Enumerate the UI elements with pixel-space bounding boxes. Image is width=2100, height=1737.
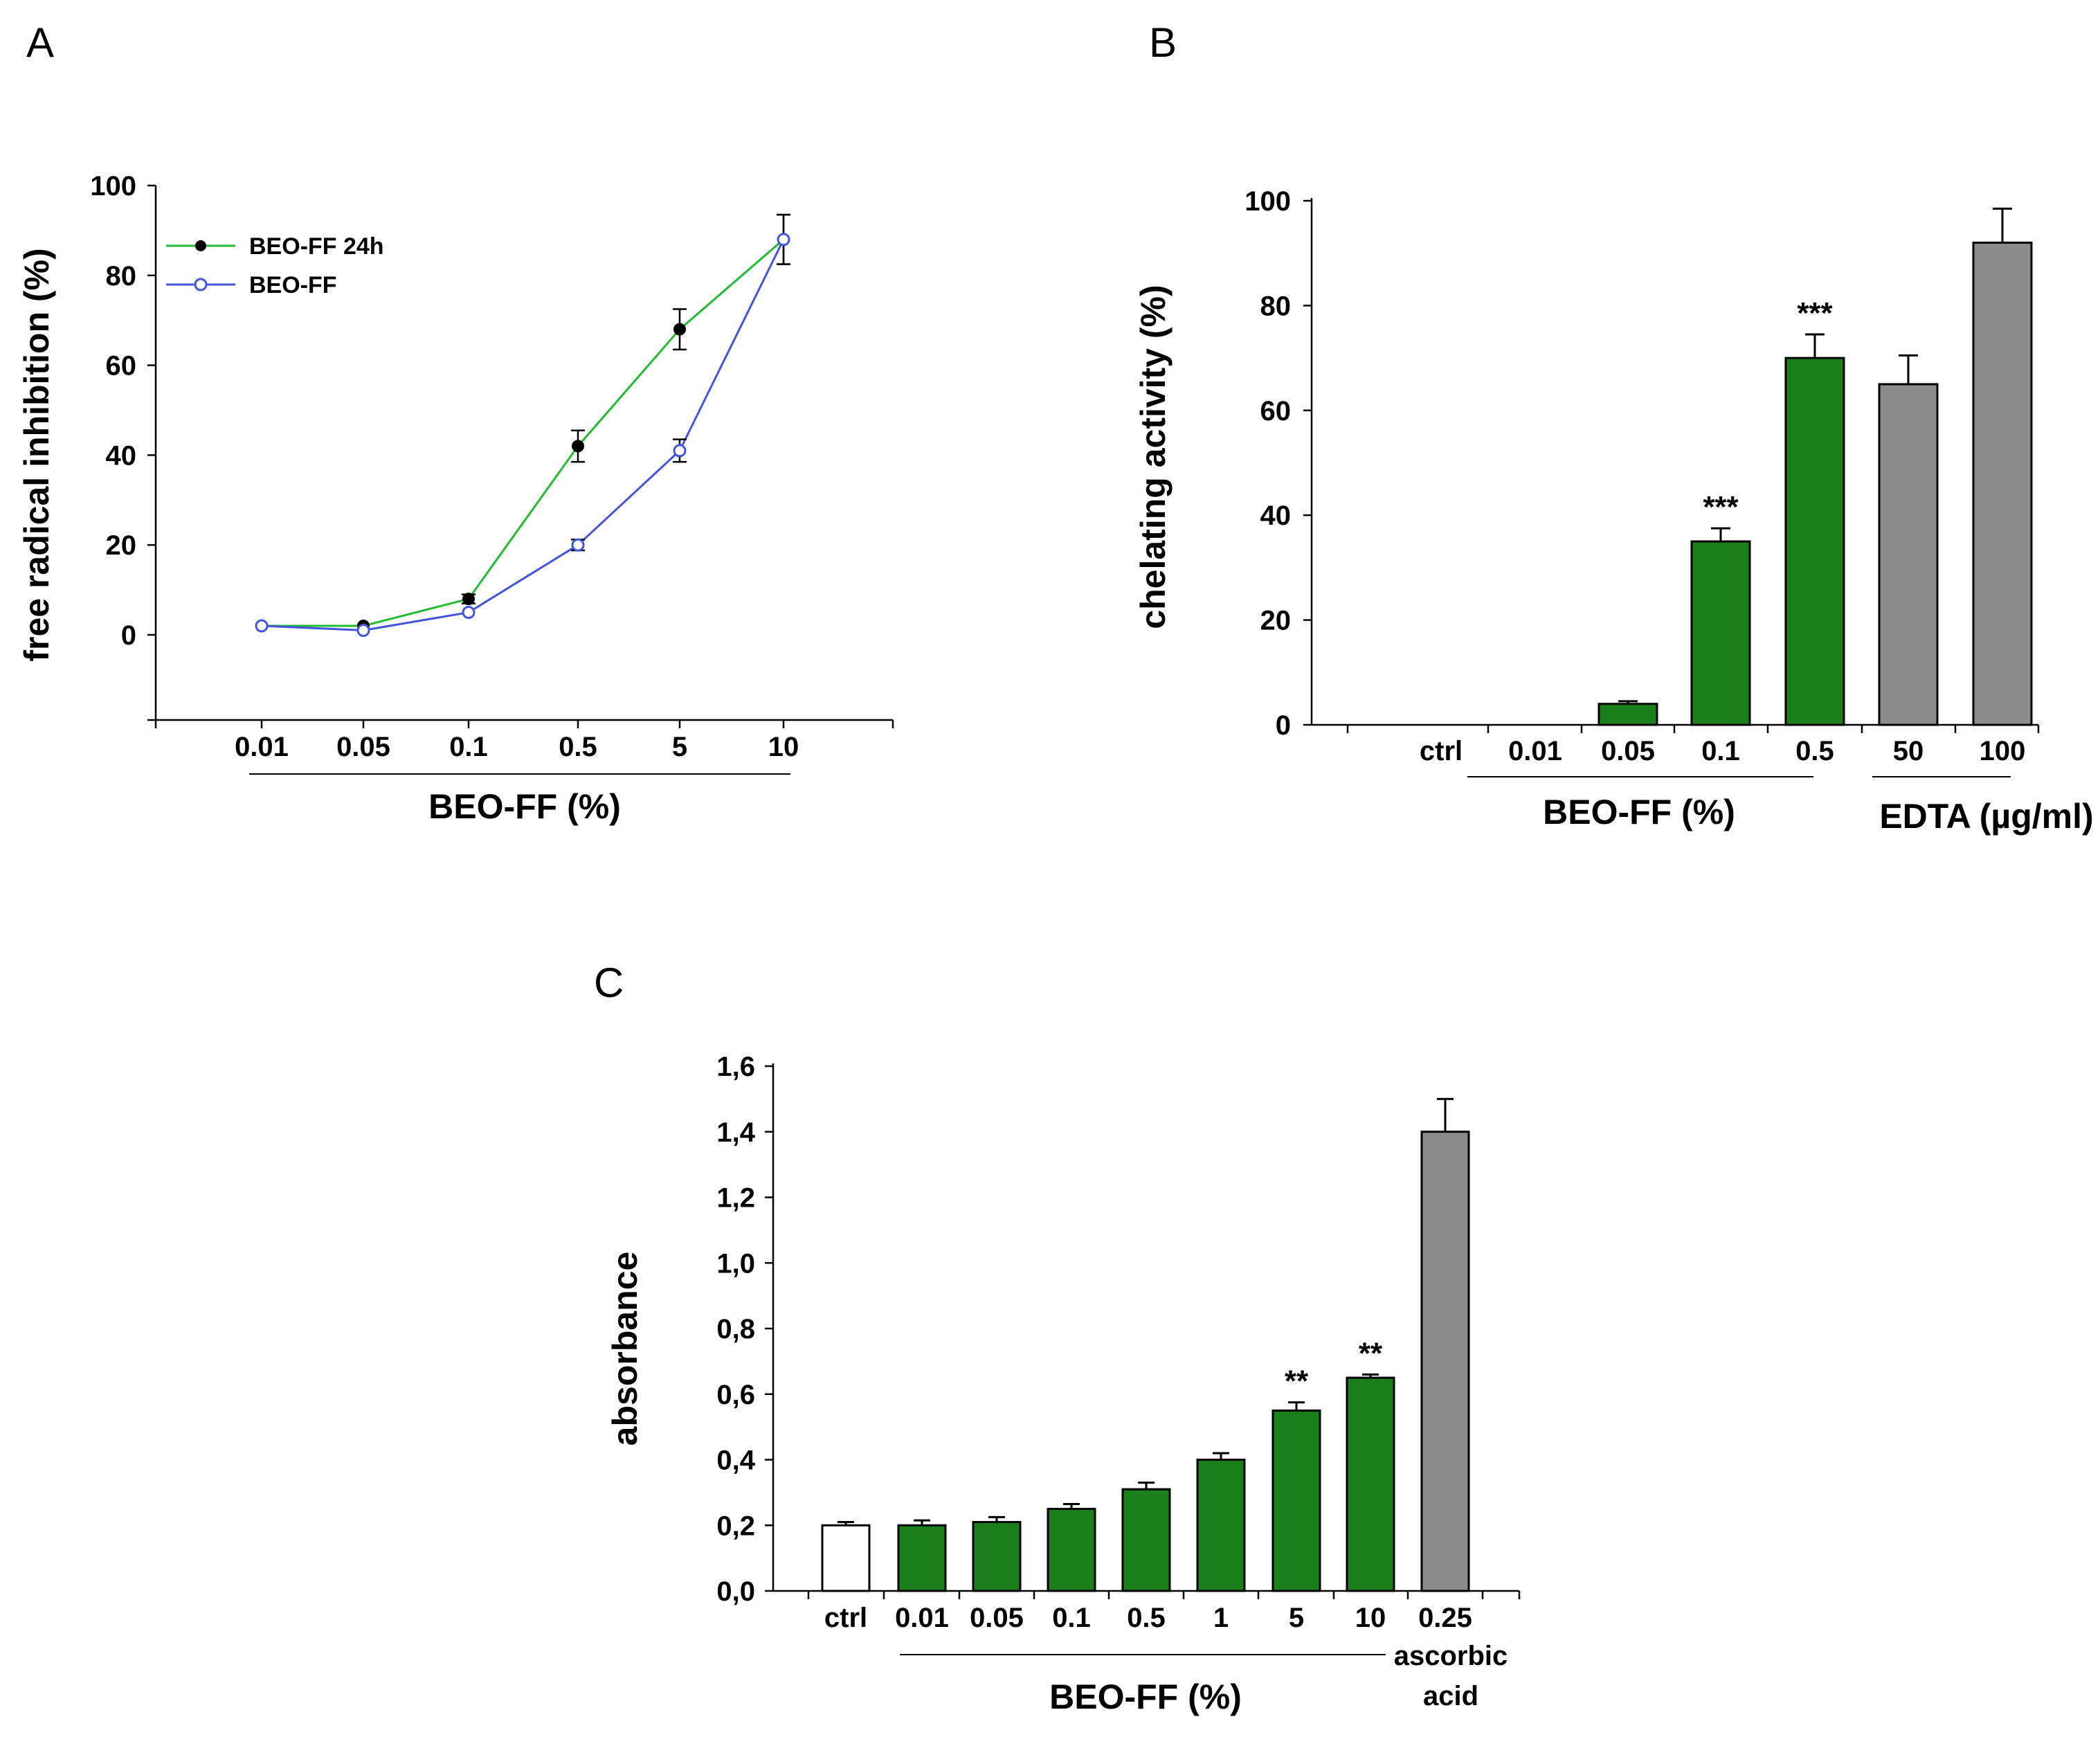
- x-tick-label: ctrl: [1420, 736, 1463, 766]
- bar-6: [1271, 1409, 1321, 1592]
- bar-2: [1597, 703, 1658, 726]
- data-point-1: [462, 606, 476, 620]
- y-tick-label: 1,6: [716, 1052, 755, 1082]
- data-point-0: [572, 440, 584, 453]
- bar-5: [1196, 1459, 1246, 1592]
- data-point-1: [777, 233, 790, 246]
- x-axis-title: BEO-FF (%): [428, 787, 621, 826]
- chart-panel-c: ** ** 0,0 0,2 0,4 0,6 0,8 1,0 1,2 1,4 1,6 ctrl 0.01 0…: [606, 1052, 1521, 1716]
- x-tick-label: 10: [1355, 1603, 1386, 1633]
- data-point-1: [673, 444, 687, 458]
- significance-label: ***: [1703, 490, 1739, 524]
- legend-marker-1: [194, 278, 208, 291]
- x-tick-label: 0.5: [1127, 1603, 1166, 1633]
- y-tick-label: 60: [106, 351, 137, 381]
- y-tick-label: 40: [1260, 501, 1292, 531]
- x-tick-label: 0.05: [970, 1603, 1024, 1633]
- chart-panel-b: *** *** 0 20 40 60 80 100 ctrl 0.01 0.05 0.1 0.5 50 10…: [1134, 186, 2094, 836]
- bar-4: [1784, 357, 1845, 726]
- legend: BEO-FF 24h BEO-FF: [166, 233, 384, 298]
- y-tick-label: 20: [106, 530, 137, 561]
- data-point-1: [255, 619, 269, 633]
- bar-7: [1346, 1376, 1395, 1592]
- y-axis-title: chelating activity (%): [1134, 285, 1173, 629]
- x-tick-label: 0.05: [336, 732, 390, 762]
- data-point-1: [571, 538, 585, 552]
- bar-1: [897, 1524, 947, 1592]
- extra-label-line-1: ascorbic: [1394, 1641, 1508, 1671]
- panel-letter-b: B: [1149, 19, 1177, 66]
- y-tick-label: 0: [1276, 710, 1291, 741]
- x-tick-label: 100: [1980, 736, 2026, 766]
- y-tick-label: 1,0: [716, 1248, 755, 1279]
- x-tick-label: 10: [768, 732, 799, 762]
- y-tick-label: 80: [106, 261, 137, 291]
- y-tick-label: 60: [1260, 396, 1292, 426]
- y-tick-label: 20: [1260, 606, 1292, 636]
- bar-8: [1420, 1131, 1470, 1592]
- extra-label-line-2: acid: [1423, 1681, 1478, 1711]
- y-tick-label: 100: [90, 171, 136, 201]
- x-tick-label: 0.5: [559, 732, 597, 762]
- panel-letter-a: A: [26, 19, 54, 66]
- bar-3: [1047, 1508, 1096, 1592]
- x-tick-label: 1: [1213, 1603, 1229, 1633]
- y-tick-label: 80: [1260, 291, 1292, 321]
- y-tick-label: 0,4: [716, 1446, 755, 1476]
- x-tick-label: 0.05: [1601, 736, 1655, 766]
- data-point-0: [673, 323, 686, 336]
- legend-marker-0: [195, 240, 206, 251]
- y-axis-title: absorbance: [606, 1252, 644, 1446]
- bar-4: [1121, 1488, 1171, 1592]
- x-tick-label: 0.01: [895, 1603, 949, 1633]
- y-tick-label: 0,0: [716, 1576, 755, 1607]
- y-tick-label: 0,2: [716, 1511, 755, 1541]
- x-tick-label: 50: [1893, 736, 1924, 766]
- legend-label-1: BEO-FF: [249, 272, 337, 298]
- y-tick-label: 1,2: [716, 1183, 755, 1214]
- x-tick-label: 0.01: [235, 732, 289, 762]
- x-tick-label: 0.1: [1052, 1603, 1091, 1633]
- bar-3: [1690, 540, 1751, 726]
- bar-6: [1972, 242, 2033, 726]
- significance-label: ***: [1797, 296, 1833, 330]
- x-group-title-beo: BEO-FF (%): [1049, 1677, 1242, 1716]
- x-tick-label: 0.5: [1795, 736, 1834, 766]
- bar-5: [1878, 383, 1939, 726]
- x-tick-label: 0.01: [1508, 736, 1562, 766]
- y-tick-label: 1,4: [716, 1117, 755, 1148]
- x-tick-label: ctrl: [824, 1603, 867, 1633]
- x-tick-label: 5: [672, 732, 687, 762]
- significance-label: **: [1359, 1336, 1383, 1370]
- series-line-1: [261, 239, 785, 632]
- y-tick-label: 40: [106, 440, 137, 471]
- x-group-title-beo: BEO-FF (%): [1543, 793, 1735, 831]
- legend-label-0: BEO-FF 24h: [249, 233, 384, 260]
- x-tick-label: 0.25: [1418, 1603, 1472, 1633]
- chart-panel-a: 0 20 40 60 80 100 0.01 0.05 0.1 0.5 5 10 BEO-FF (%) f…: [17, 171, 894, 826]
- y-tick-label: 0,6: [716, 1380, 755, 1410]
- bar-2: [972, 1521, 1022, 1592]
- x-tick-label: 5: [1289, 1603, 1304, 1633]
- data-point-1: [356, 624, 370, 638]
- data-point-0: [462, 593, 475, 606]
- y-tick-label: 0: [121, 620, 136, 651]
- bar-0: [821, 1524, 871, 1592]
- x-group-title-edta: EDTA (µg/ml): [1879, 797, 2093, 836]
- significance-label: **: [1285, 1365, 1309, 1398]
- y-axis-title: free radical inhibition (%): [17, 248, 56, 661]
- panel-letter-c: C: [594, 960, 624, 1006]
- x-tick-label: 0.1: [449, 732, 488, 762]
- x-tick-label: 0.1: [1701, 736, 1740, 766]
- y-tick-label: 100: [1244, 186, 1291, 217]
- y-tick-label: 0,8: [716, 1314, 755, 1344]
- series-line-0: [262, 238, 784, 627]
